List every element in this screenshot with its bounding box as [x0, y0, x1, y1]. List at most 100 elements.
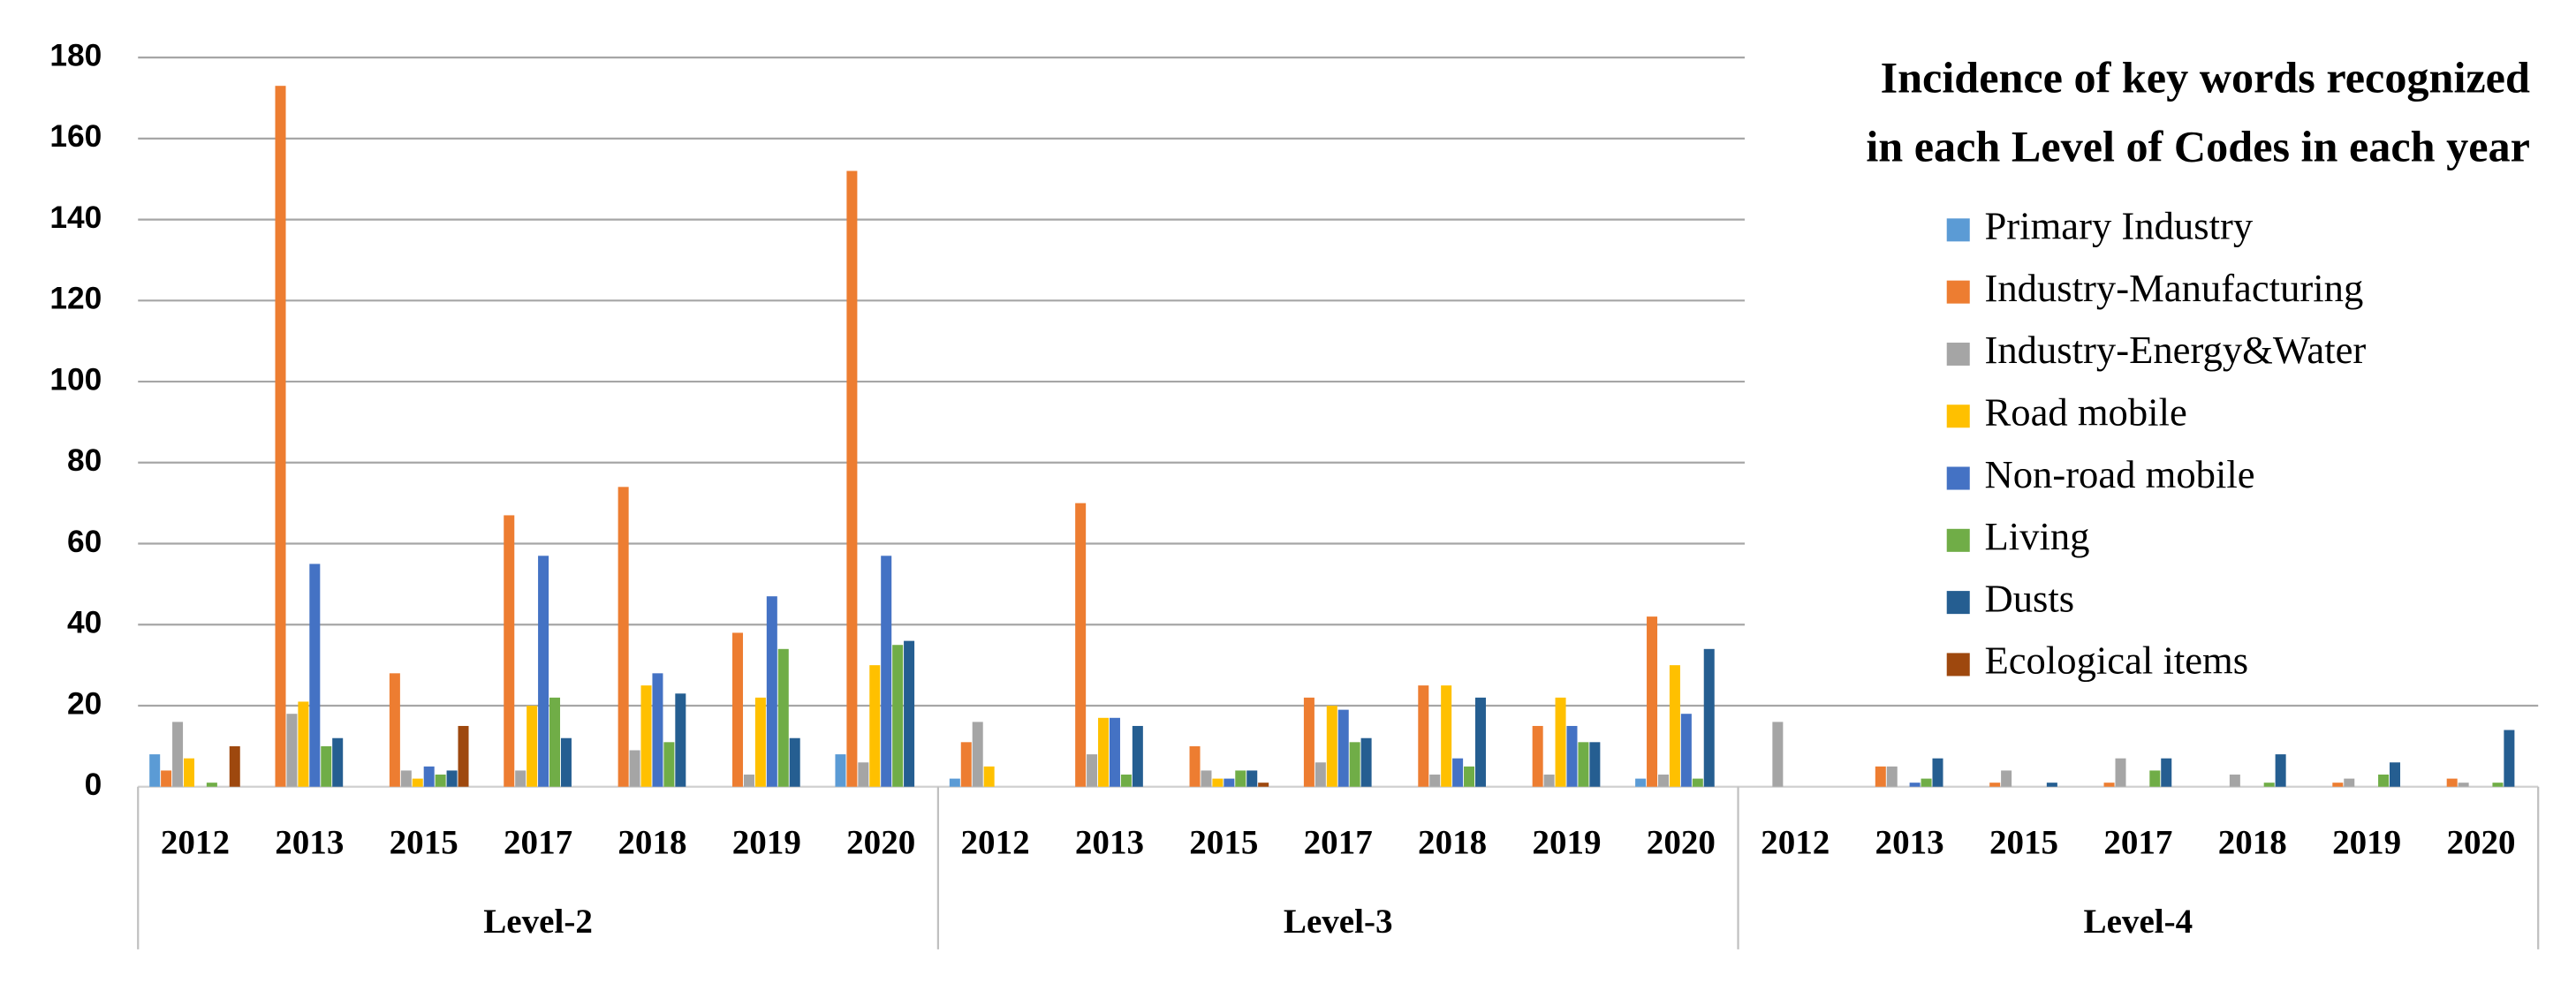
bar: [2344, 778, 2355, 787]
x-tick-label: 2017: [1304, 824, 1373, 862]
bar: [1235, 770, 1246, 787]
bar: [2275, 754, 2286, 787]
bar: [1474, 697, 1486, 787]
bar: [983, 766, 995, 787]
bar: [2446, 778, 2458, 787]
bar: [1989, 783, 2001, 787]
bar: [504, 515, 515, 787]
bar: [183, 758, 195, 787]
bar: [2103, 783, 2115, 787]
legend-swatch: [1946, 280, 1970, 304]
legend-background: [1744, 49, 2543, 693]
bar: [423, 766, 435, 787]
x-tick-label: 2019: [2332, 824, 2401, 862]
bar: [560, 737, 572, 787]
bar: [2161, 758, 2172, 787]
legend-label: Road mobile: [1984, 389, 2186, 434]
bar: [1303, 697, 1315, 787]
x-tick-label: 2012: [161, 824, 230, 862]
bar: [1680, 714, 1692, 787]
chart-title: in each Level of Codes in each year: [1866, 122, 2530, 171]
bar: [1647, 616, 1658, 787]
legend-label: Non-road mobile: [1984, 452, 2254, 496]
bar: [1132, 725, 1143, 787]
bar: [1337, 709, 1349, 787]
y-tick-label: 120: [49, 282, 102, 316]
bar: [675, 693, 686, 787]
bar: [321, 745, 332, 787]
x-tick-label: 2013: [275, 824, 344, 862]
bar: [1109, 717, 1120, 787]
x-tick-label: 2015: [390, 824, 458, 862]
x-tick-label: 2015: [1189, 824, 1258, 862]
legend-label: Industry-Energy&Water: [1984, 328, 2366, 372]
bar: [1578, 742, 1589, 787]
y-tick-label: 140: [49, 200, 102, 235]
x-tick-label: 2015: [1989, 824, 2058, 862]
bar: [412, 778, 423, 787]
y-tick-label: 100: [49, 362, 102, 397]
bar: [275, 86, 286, 787]
bar: [904, 640, 915, 787]
bar: [640, 685, 652, 787]
x-tick-label: 2019: [1532, 824, 1601, 862]
bar: [652, 673, 663, 787]
bar: [732, 632, 744, 787]
bar: [846, 170, 858, 787]
bar: [1669, 665, 1680, 787]
bar: [1657, 775, 1669, 787]
bar: [2149, 770, 2161, 787]
y-tick-label: 0: [85, 767, 102, 802]
x-tick-label: 2012: [1761, 824, 1830, 862]
bar: [1921, 778, 1932, 787]
bar: [1224, 778, 1235, 787]
legend-swatch: [1946, 218, 1970, 242]
bar: [2046, 783, 2057, 787]
bar: [754, 697, 766, 787]
y-tick-label: 180: [49, 38, 102, 72]
bar: [1589, 742, 1601, 787]
x-tick-label: 2020: [846, 824, 915, 862]
legend-swatch: [1946, 342, 1970, 366]
bar: [1075, 503, 1087, 787]
legend-label: Ecological items: [1984, 639, 2248, 683]
bar: [1246, 770, 1258, 787]
bar: [743, 775, 754, 787]
legend-label: Primary Industry: [1984, 204, 2253, 248]
y-tick-label: 60: [67, 525, 102, 559]
x-tick-label: 2013: [1075, 824, 1144, 862]
y-tick-label: 20: [67, 686, 102, 721]
bar: [515, 770, 527, 787]
bar: [229, 745, 240, 787]
bar: [892, 645, 904, 787]
bar: [458, 725, 469, 787]
bar: [549, 697, 561, 787]
legend-swatch: [1946, 528, 1970, 552]
x-tick-label: 2020: [2446, 824, 2515, 862]
y-tick-label: 160: [49, 119, 102, 154]
bar: [766, 596, 777, 787]
bar: [1543, 775, 1555, 787]
legend-swatch: [1946, 405, 1970, 428]
bar: [400, 770, 412, 787]
bar: [286, 714, 298, 787]
bar: [789, 737, 800, 787]
bar: [389, 673, 400, 787]
bar: [629, 750, 640, 787]
bar: [1258, 783, 1269, 787]
bar: [960, 742, 972, 787]
bar: [206, 783, 217, 787]
bar: [2378, 775, 2390, 787]
bar: [1555, 697, 1566, 787]
x-tick-label: 2017: [2103, 824, 2172, 862]
chart-title: Incidence of key words recognized: [1881, 52, 2530, 102]
y-tick-label: 80: [67, 443, 102, 478]
legend-swatch: [1946, 466, 1970, 490]
bar: [1909, 783, 1921, 787]
legend-label: Dusts: [1984, 576, 2074, 620]
bar: [1452, 758, 1464, 787]
legend-swatch: [1946, 591, 1970, 615]
bar: [2115, 758, 2126, 787]
bar: [858, 762, 869, 787]
